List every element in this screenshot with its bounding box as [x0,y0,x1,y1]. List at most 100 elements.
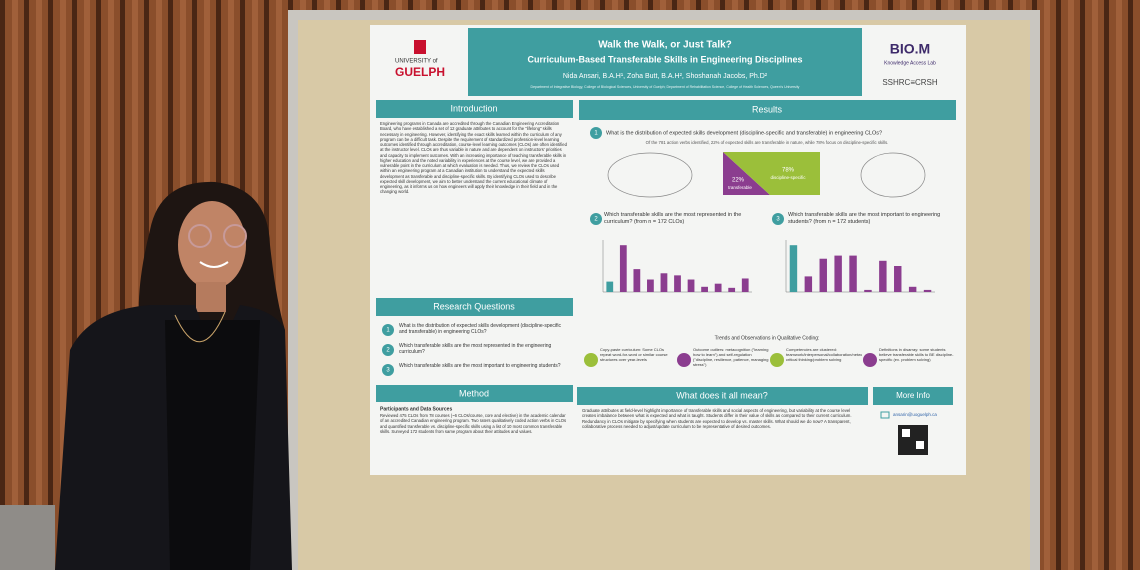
bar [923,289,932,292]
note: Of the 781 action verbs identified, 22% … [646,140,889,145]
trends-heading: Trends and Observations in Qualitative C… [715,335,820,341]
text-box: Graduate attributes at field-level highl… [582,408,852,430]
trend-text: Copy-paste curriculum: Some CLOs repeat … [600,347,668,362]
bar [606,281,614,292]
question: What is the distribution of expected ski… [606,130,882,136]
number-badge [590,127,602,139]
section-header [873,387,953,405]
logo-text: Knowledge Access Lab [884,60,936,66]
section-header [577,387,868,405]
section-header [376,100,573,118]
mail-icon [880,411,890,419]
question: Which transferable skills are the most i… [788,212,941,225]
logo-text: GUELPH [395,65,445,79]
section-header [376,385,573,402]
question: Which transferable skills are the most i… [399,363,561,369]
person [55,181,292,570]
bar [619,245,627,292]
qr-part [902,429,910,437]
bar [728,287,736,292]
number: 3 [776,217,780,223]
poster: UNIVERSITY of GUELPH BIO.M Knowledge Acc… [370,25,966,475]
bar [633,269,641,292]
icon [863,353,877,367]
smile [199,261,229,268]
bar [789,245,798,292]
number-badge [382,344,394,356]
authors: Nida Ansari, B.A.H¹, Zoha Butt, B.A.H², … [563,73,768,80]
text-box: Copy-paste curriculum: Some CLOs repeat … [600,347,668,362]
bar [660,273,668,292]
bar [894,266,902,292]
poster-subtitle: Curriculum-Based Transferable Skills in … [527,54,802,64]
subheading: Participants and Data Sources [380,406,452,412]
section-title: Method [459,388,489,398]
number-badge [382,364,394,376]
text-box: Which transferable skills are the most i… [788,212,941,225]
trend-list: Copy-paste curriculum: Some CLOs repeat … [584,347,954,367]
text-box: Which transferable skills are the most i… [399,363,561,369]
number-badge [590,213,602,225]
section-title: Results [752,104,783,114]
glasses [188,224,212,248]
qr-part [916,441,924,449]
pie-label: discipline-specific [770,175,806,180]
intro-text: Engineering programs in Canada are accre… [380,121,567,195]
bar-charts [602,240,935,293]
number: 2 [594,217,598,223]
number: 3 [386,368,390,374]
text-box: Which transferable skills are the most r… [604,212,741,225]
bar [701,286,708,292]
logo-text: BIO.M [890,41,930,57]
number: 1 [594,131,598,137]
crest [414,40,426,54]
logo-text: UNIVERSITY of [395,59,438,65]
logo-text: SSHRC≡CRSH [882,78,938,87]
table [0,505,55,570]
bar [879,260,887,292]
pie-segment [723,152,820,195]
section-title: What does it all mean? [676,390,768,400]
number: 1 [386,328,390,334]
pie-label: 22% [732,178,745,184]
icon [677,353,691,367]
bar [647,279,654,292]
affiliations: Department of Integrative Biology, Colle… [531,85,800,89]
number-badge [772,213,784,225]
text-box: Definitions in disarray: some students b… [879,347,954,362]
bar [674,275,681,292]
question: Which transferable skills are the most r… [399,343,552,356]
glasses [223,224,247,248]
text-box: Reviewed 475 CLOs from 78 courses (~6 CL… [380,413,567,434]
bar [864,289,872,292]
trend-text: Definitions in disarray: some students b… [879,347,954,362]
bar [908,286,917,292]
section-title: Introduction [450,103,497,113]
number: 2 [386,348,390,354]
poster-title: Walk the Walk, or Just Talk? [598,40,732,51]
trend-text: Competencies are clustered: teamwork/int… [786,347,862,362]
neck [196,282,226,312]
header-band [468,28,862,96]
callout [860,152,926,198]
bar [687,279,695,292]
section-header [579,100,956,120]
text-box: What is the distribution of expected ski… [399,323,561,335]
section-title: Research Questions [433,301,515,311]
bar [819,258,827,292]
icon [584,353,598,367]
bar [849,255,857,292]
face [178,201,246,289]
bar [741,278,749,292]
method-text: Reviewed 475 CLOs from 78 courses (~6 CL… [380,413,567,434]
icon [770,353,784,367]
top [165,320,260,570]
meaning-text: Graduate attributes at field-level highl… [582,408,852,430]
pie-label: 78% [782,168,795,174]
necklace [174,311,226,343]
number-badge [382,324,394,336]
callout [607,152,693,198]
trend-text: Outcome outliers: metacognition ("learni… [693,347,769,367]
section-title: More Info [896,391,930,400]
